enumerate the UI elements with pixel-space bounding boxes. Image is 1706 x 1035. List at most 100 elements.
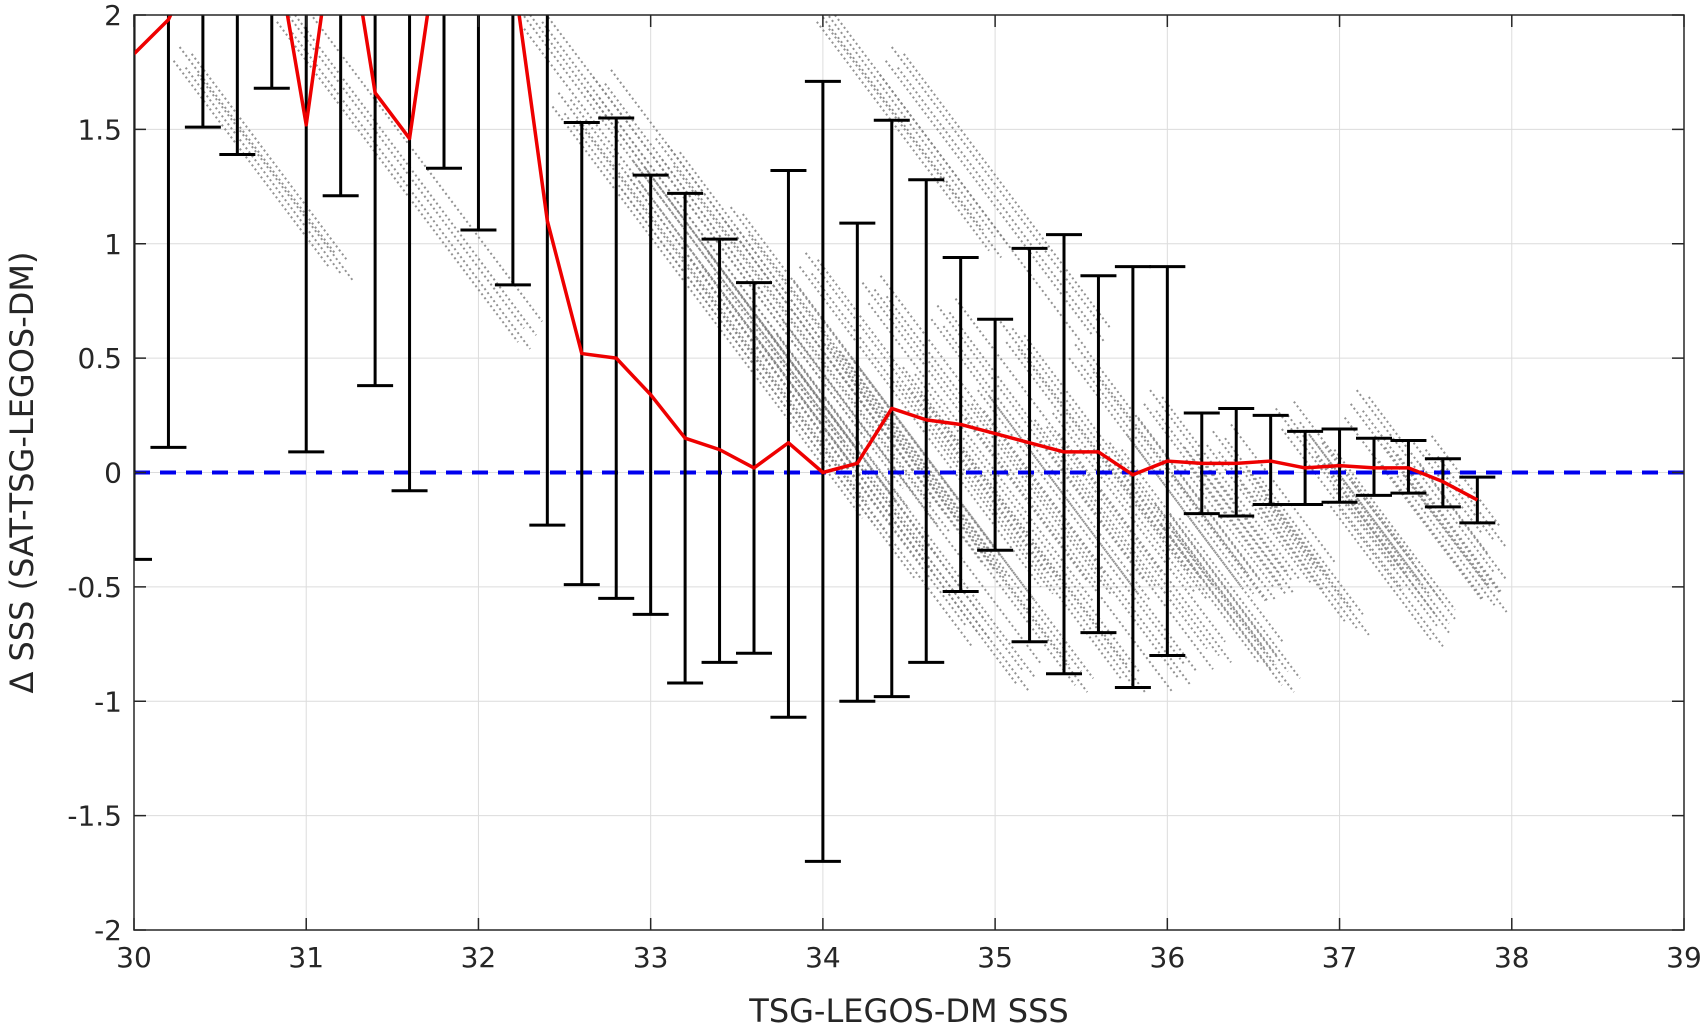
y-tick-label: 1 <box>104 228 122 261</box>
scatter-streak <box>1189 467 1287 595</box>
scatter-streak <box>798 266 1042 588</box>
scatter-streak <box>1378 460 1484 599</box>
scatter-streak <box>1246 469 1352 609</box>
x-tick-label: 31 <box>288 941 324 974</box>
scatter-streak <box>1195 453 1293 581</box>
scatter-streak <box>1178 517 1301 679</box>
scatter-streak <box>1362 410 1502 595</box>
scatter-streak <box>885 295 1112 595</box>
scatter-streak <box>816 21 990 252</box>
x-tick-label: 38 <box>1494 941 1530 974</box>
scatter-streak <box>1155 410 1295 595</box>
scatter-streak <box>190 53 348 261</box>
scatter-streak <box>1033 419 1208 650</box>
y-tick-label: -1 <box>94 685 122 718</box>
scatter-streak <box>748 233 1008 579</box>
scatter-streak <box>610 69 922 483</box>
scatter-streak <box>1299 421 1422 583</box>
scatter-streak <box>551 105 864 519</box>
scatter-streak <box>878 73 1088 350</box>
scatter-streak <box>896 380 1122 679</box>
scatter-streak <box>196 73 354 281</box>
scatter-streak <box>184 67 342 275</box>
scatter-streak <box>604 83 916 496</box>
scatter-streak <box>1349 403 1490 588</box>
scatter-streak <box>569 99 882 512</box>
scatter-streak <box>294 15 537 336</box>
scatter-streak <box>1344 494 1450 634</box>
y-tick-label: 0.5 <box>77 342 122 375</box>
scatter-streak <box>1293 400 1416 563</box>
scatter-streak <box>782 320 1043 666</box>
scatter-streak <box>903 53 1112 329</box>
scatter-streak <box>632 160 928 551</box>
scatter-streak <box>1368 396 1508 581</box>
scatter-streak <box>541 21 871 458</box>
scatter-streak <box>1171 474 1269 602</box>
scatter-streak <box>1143 403 1283 588</box>
scatter-streak <box>1333 449 1456 611</box>
scatter-streak <box>286 15 525 329</box>
scatter-streak <box>1326 501 1432 641</box>
scatter-streak <box>861 282 1088 581</box>
scatter-streak <box>1338 508 1444 647</box>
scatter-streak <box>679 151 957 519</box>
scatter-streak <box>879 275 1106 574</box>
scatter-streak <box>1418 462 1490 556</box>
scatter-streak <box>1275 407 1398 570</box>
scatter-streak <box>1384 446 1490 586</box>
scatter-streak <box>1240 483 1346 622</box>
scatter-streak <box>810 272 1054 595</box>
scatter-streak <box>1402 474 1508 613</box>
scatter-streak <box>1355 389 1496 574</box>
mean-polyline <box>134 15 1479 502</box>
scatter-streak <box>545 15 865 437</box>
scatter-streak <box>1166 510 1289 673</box>
scatter-streak <box>1309 435 1432 597</box>
scatter-streak <box>920 394 1146 693</box>
scatter-streak <box>1430 435 1502 529</box>
scatter-streak <box>873 288 1100 588</box>
scatter-streak <box>655 137 933 506</box>
scatter-streak <box>1252 490 1358 629</box>
scatter-streak <box>897 67 1106 343</box>
scatter-streak <box>1264 497 1370 636</box>
mean-line <box>134 15 1479 502</box>
axis-labels: TSG-LEGOS-DM SSS Δ SSS (SAT-TSG-LEGOS-DM… <box>3 251 1069 1030</box>
scatter-streak <box>1332 487 1438 627</box>
scatter-streak <box>1137 416 1277 602</box>
scatter-streak <box>1343 416 1484 602</box>
scatter-points <box>172 15 1508 693</box>
scatter-streak <box>557 92 870 506</box>
scatter-streak <box>776 334 1037 679</box>
scatter-streak <box>908 387 1134 686</box>
scatter-streak <box>827 343 1070 666</box>
x-tick-label: 34 <box>805 941 841 974</box>
scatter-streak <box>1160 524 1283 686</box>
x-tick-label: 39 <box>1666 941 1702 974</box>
scatter-streak <box>521 15 847 444</box>
scatter-streak <box>930 318 1139 595</box>
scatter-streak <box>1017 348 1209 602</box>
scatter-streak <box>729 206 990 551</box>
x-tick-label: 33 <box>633 941 669 974</box>
scatter-streak <box>819 15 984 231</box>
y-axis-label: Δ SSS (SAT-TSG-LEGOS-DM) <box>3 251 41 693</box>
scatter-streak <box>1436 455 1508 549</box>
scatter-streak <box>971 403 1180 679</box>
scatter-streak <box>1287 414 1410 577</box>
x-axis-label: TSG-LEGOS-DM SSS <box>748 992 1068 1030</box>
scatter-streak <box>673 165 951 533</box>
x-tick-label: 37 <box>1322 941 1358 974</box>
scatter-streak <box>1149 389 1289 574</box>
scatter-streak <box>867 302 1094 602</box>
axes: 30 31 32 33 34 35 36 37 38 39 2 1.5 1 0.5 0 -0.5 -1 -1.5 -… <box>67 0 1701 974</box>
grid <box>133 14 1685 931</box>
y-tick-label: -1.5 <box>67 800 122 833</box>
scatter-streak <box>1086 350 1261 581</box>
scatter-streak <box>276 21 519 343</box>
scatter-streak <box>954 298 1163 574</box>
y-tick-label: -2 <box>94 914 122 947</box>
